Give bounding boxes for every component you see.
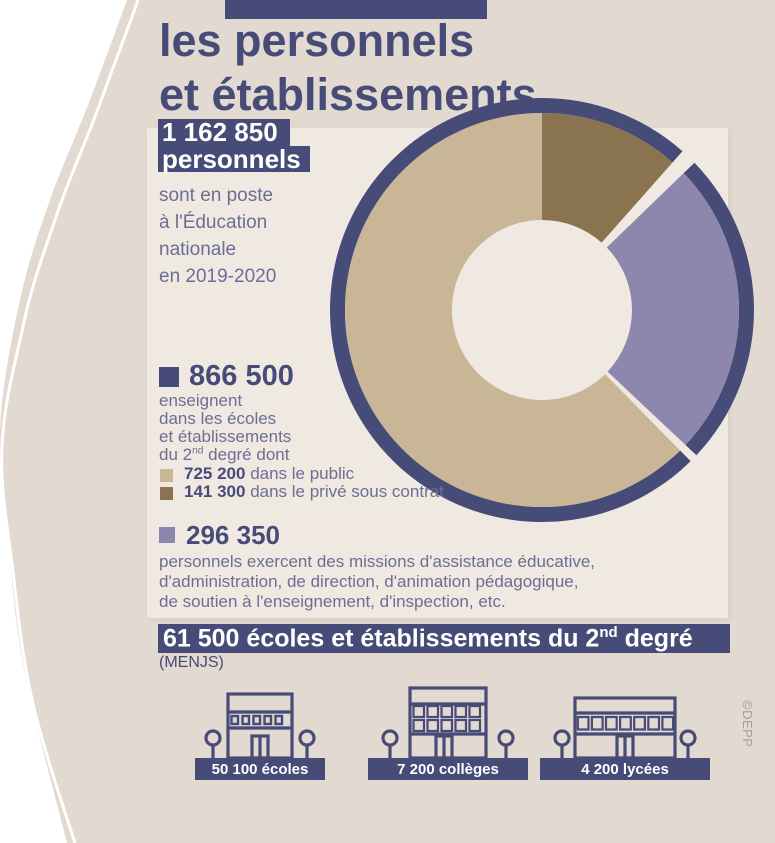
svg-text:4 200 lycées: 4 200 lycées	[581, 761, 669, 778]
svg-text:7 200 collèges: 7 200 collèges	[397, 761, 499, 778]
svg-text:50 100 écoles: 50 100 écoles	[212, 761, 309, 778]
